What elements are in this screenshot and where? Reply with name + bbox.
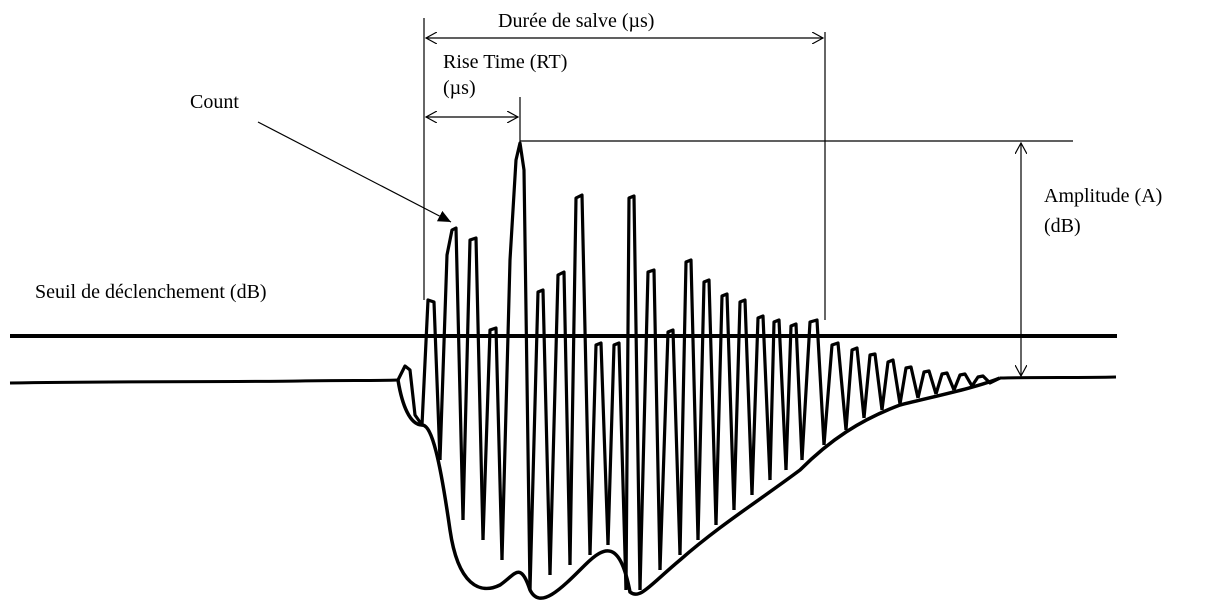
signal-lower-envelope — [396, 376, 1001, 600]
signal-burst — [396, 141, 1001, 591]
signal-baseline-right — [999, 375, 1117, 380]
signal-baseline-left — [9, 378, 399, 385]
rise-time-unit-label: (µs) — [443, 77, 476, 99]
amplitude-label: Amplitude (A) — [1044, 185, 1162, 207]
threshold-label: Seuil de déclenchement (dB) — [35, 281, 267, 303]
amplitude-unit-label: (dB) — [1044, 215, 1081, 237]
burst-duration-label: Durée de salve (µs) — [498, 10, 654, 32]
rise-time-label: Rise Time (RT) — [443, 51, 567, 73]
count-pointer-arrow — [257, 121, 452, 223]
count-label: Count — [190, 91, 239, 113]
